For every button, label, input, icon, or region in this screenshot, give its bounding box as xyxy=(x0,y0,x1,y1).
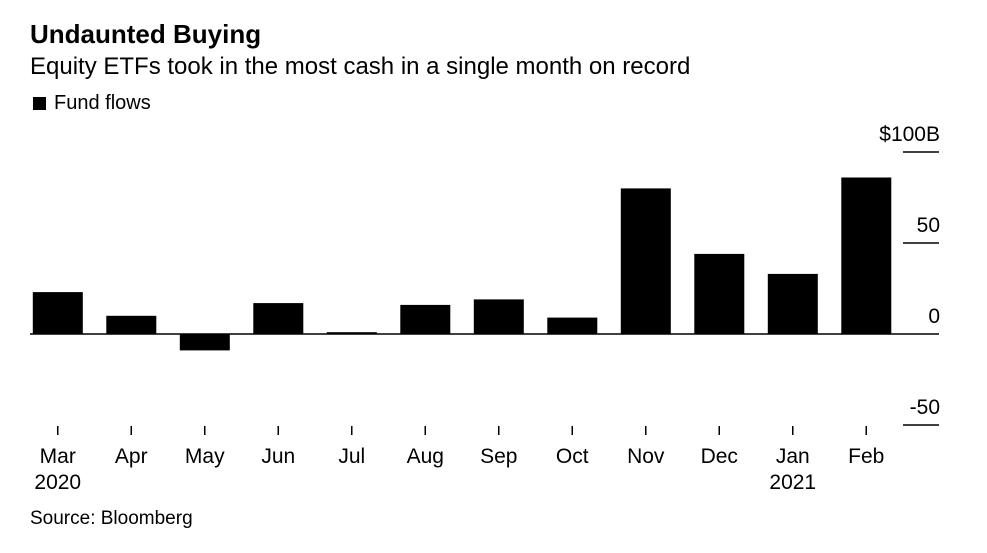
bar-mar xyxy=(32,292,83,334)
x-year-label: 2021 xyxy=(769,471,816,494)
bar-jun xyxy=(253,303,304,334)
bar-apr xyxy=(106,315,157,334)
y-tick-label: $100B xyxy=(879,123,940,146)
legend-label: Fund flows xyxy=(54,91,151,114)
bar-oct xyxy=(547,317,598,334)
legend-swatch xyxy=(33,96,46,110)
bar-dec xyxy=(694,253,745,334)
chart-subtitle: Equity ETFs took in the most cash in a s… xyxy=(30,53,691,80)
x-tick-label: Apr xyxy=(115,445,148,468)
bar-may xyxy=(179,334,230,351)
x-tick-label: Jul xyxy=(338,445,365,468)
chart-title: Undaunted Buying xyxy=(30,19,262,49)
bar-feb xyxy=(841,177,892,334)
bar-sep xyxy=(473,299,524,334)
x-tick-label: Mar xyxy=(40,445,76,468)
x-tick-label: Oct xyxy=(556,445,589,468)
bar-nov xyxy=(620,188,671,334)
x-tick-label: Dec xyxy=(701,445,738,468)
legend: Fund flows xyxy=(33,91,151,115)
bar-jul xyxy=(326,332,377,335)
x-tick-label: Feb xyxy=(848,445,884,468)
y-tick-label: 0 xyxy=(928,305,940,328)
x-tick-label: Jun xyxy=(261,445,295,468)
bar-jan xyxy=(767,273,818,334)
x-year-label: 2020 xyxy=(34,471,81,494)
y-tick-label: -50 xyxy=(910,396,940,419)
bar-aug xyxy=(400,304,451,334)
x-tick-label: May xyxy=(185,445,225,468)
source-note: Source: Bloomberg xyxy=(30,508,193,529)
x-tick-label: Nov xyxy=(627,445,665,468)
x-tick-label: Aug xyxy=(407,445,444,468)
x-tick-label: Sep xyxy=(480,445,517,468)
x-tick-label: Jan xyxy=(776,445,810,468)
y-tick-label: 50 xyxy=(917,214,940,237)
